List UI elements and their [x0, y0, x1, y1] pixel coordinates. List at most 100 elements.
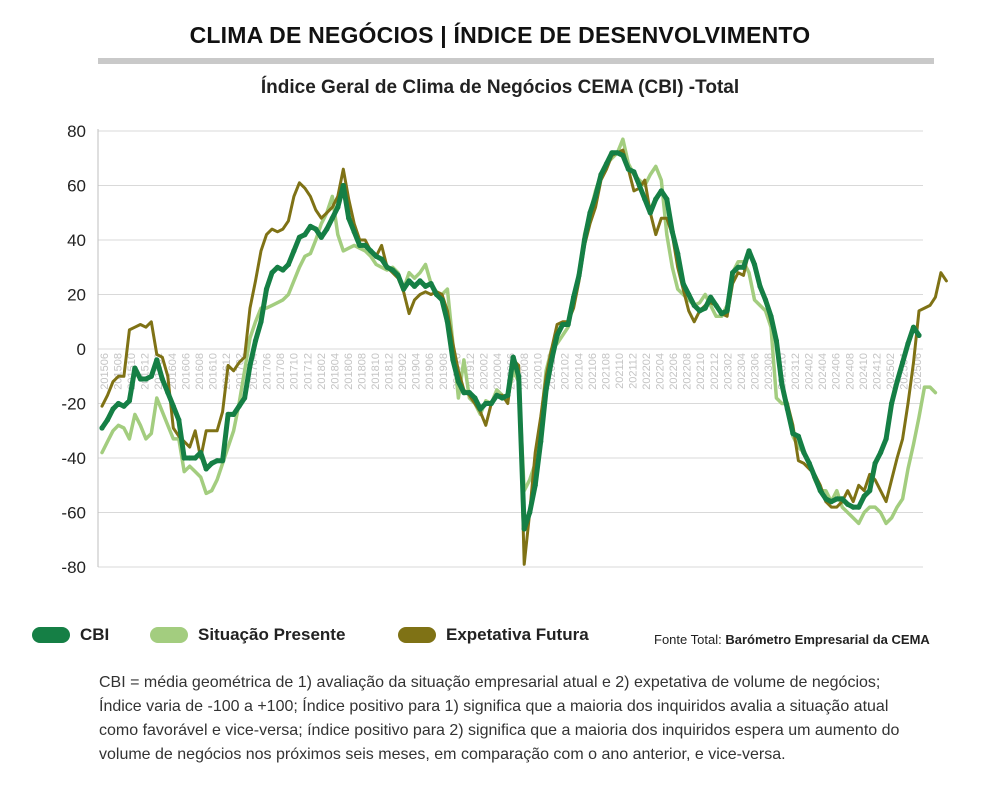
data-point-cbi	[181, 455, 187, 461]
x-tick-label: 202306	[749, 353, 761, 390]
data-point-cbi	[856, 504, 862, 510]
x-tick-label: 202002	[478, 353, 490, 390]
data-point-cbi	[592, 193, 599, 199]
x-tick-label: 201806	[343, 353, 355, 390]
data-point-cbi	[916, 332, 922, 338]
data-point-cbi	[878, 450, 884, 456]
data-point-cbi	[192, 455, 198, 461]
data-point-cbi	[466, 390, 472, 396]
x-tick-label: 201606	[180, 353, 192, 390]
x-tick-label: 202104	[573, 353, 585, 390]
data-point-cbi	[801, 450, 807, 456]
data-point-cbi	[318, 234, 324, 240]
x-tick-label: 202210	[695, 353, 707, 390]
data-point-cbi	[417, 278, 423, 284]
source-prefix: Fonte Total:	[654, 632, 722, 647]
data-point-cbi	[225, 411, 231, 417]
x-tick-label: 201506	[99, 353, 111, 390]
x-tick-label: 202106	[587, 353, 599, 390]
data-point-cbi	[505, 392, 511, 398]
data-point-cbi	[828, 499, 834, 505]
data-point-cbi	[532, 482, 538, 488]
data-point-cbi	[845, 501, 851, 507]
data-point-cbi	[307, 223, 313, 229]
data-point-cbi	[401, 286, 407, 292]
legend-item-cbi: CBI	[32, 625, 109, 645]
x-tick-label: 202206	[668, 353, 680, 390]
data-point-cbi	[411, 283, 418, 289]
data-point-cbi	[269, 270, 275, 276]
x-tick-label: 202204	[655, 353, 667, 390]
data-point-cbi	[231, 411, 237, 417]
x-tick-label: 201802	[316, 353, 328, 390]
data-point-cbi	[510, 354, 516, 360]
y-tick-label: 20	[67, 286, 86, 305]
data-point-cbi	[653, 196, 659, 202]
data-point-cbi	[691, 302, 697, 308]
data-point-cbi	[900, 360, 906, 366]
x-tick-label: 201908	[438, 353, 450, 390]
source-note: Fonte Total: Barómetro Empresarial da CE…	[654, 632, 930, 647]
data-point-cbi	[894, 379, 900, 385]
x-tick-label: 202410	[858, 353, 870, 390]
x-tick-label: 201906	[424, 353, 436, 390]
data-point-cbi	[861, 493, 867, 499]
data-point-cbi	[571, 294, 577, 300]
data-point-cbi	[115, 400, 121, 407]
x-tick-label: 201610	[207, 353, 219, 390]
data-point-cbi	[422, 283, 429, 289]
data-point-cbi	[285, 261, 291, 268]
x-tick-label: 202212	[709, 353, 721, 390]
data-point-cbi	[642, 196, 648, 202]
data-point-cbi	[576, 272, 582, 278]
legend-label-cbi: CBI	[80, 625, 110, 644]
x-tick-label: 201712	[302, 353, 314, 390]
data-point-cbi	[110, 406, 116, 412]
data-point-cbi	[450, 357, 456, 363]
x-tick-label: 201608	[194, 353, 206, 390]
data-point-cbi	[560, 321, 566, 328]
data-point-cbi	[242, 395, 248, 401]
x-tick-label: 202208	[682, 353, 694, 390]
data-point-cbi	[581, 237, 588, 243]
footnote-line: volume de negócios nos próximos seis mes…	[99, 746, 786, 763]
data-point-cbi	[834, 496, 840, 502]
data-point-cbi	[806, 460, 812, 466]
x-tick-label: 202304	[736, 353, 748, 390]
data-point-cbi	[247, 362, 253, 368]
x-tick-label: 201512	[140, 353, 152, 390]
data-point-cbi	[126, 398, 132, 404]
data-point-cbi	[647, 210, 653, 216]
legend-label-situacao-presente: Situação Presente	[198, 625, 346, 644]
x-tick-label: 202302	[722, 353, 734, 390]
x-tick-label: 202502	[885, 353, 897, 390]
x-tick-label: 201804	[329, 353, 341, 390]
data-point-cbi	[291, 248, 297, 254]
data-point-cbi	[773, 338, 780, 344]
x-tick-label: 202412	[871, 353, 883, 390]
data-point-cbi	[757, 283, 763, 289]
data-point-cbi	[823, 496, 829, 502]
data-point-cbi	[543, 387, 549, 393]
x-tick-label: 202008	[519, 353, 531, 390]
data-point-cbi	[839, 496, 845, 502]
data-point-cbi	[488, 400, 494, 407]
data-point-cbi	[664, 196, 670, 202]
data-point-cbi	[620, 152, 626, 159]
data-point-cbi	[527, 509, 533, 516]
x-tick-label: 201902	[397, 353, 409, 390]
data-point-cbi	[187, 455, 193, 461]
data-point-cbi	[724, 308, 730, 314]
data-point-cbi	[889, 400, 895, 407]
data-point-cbi	[121, 403, 127, 409]
series-line-cbi	[99, 150, 922, 532]
data-point-cbi	[746, 248, 752, 254]
data-point-cbi	[455, 379, 461, 385]
data-point-cbi	[910, 324, 917, 330]
x-tick-label: 202408	[844, 353, 856, 390]
data-point-cbi	[598, 172, 604, 178]
data-point-cbi	[472, 395, 478, 401]
legend-label-expetativa-futura: Expetativa Futura	[446, 625, 589, 644]
data-point-cbi	[603, 161, 610, 167]
x-tick-label: 202004	[492, 353, 504, 390]
